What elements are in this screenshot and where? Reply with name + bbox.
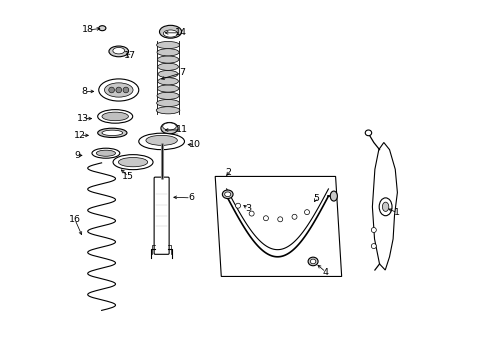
Ellipse shape bbox=[98, 110, 132, 123]
Ellipse shape bbox=[157, 85, 179, 92]
Ellipse shape bbox=[99, 79, 139, 101]
Text: 8: 8 bbox=[81, 87, 87, 96]
Text: 2: 2 bbox=[225, 168, 231, 177]
Ellipse shape bbox=[157, 49, 179, 56]
Ellipse shape bbox=[102, 112, 128, 121]
Ellipse shape bbox=[156, 99, 179, 107]
Ellipse shape bbox=[156, 107, 180, 114]
Circle shape bbox=[116, 87, 122, 93]
Text: 14: 14 bbox=[175, 28, 186, 37]
Ellipse shape bbox=[365, 130, 371, 136]
Circle shape bbox=[370, 244, 376, 249]
Text: 15: 15 bbox=[122, 172, 134, 181]
FancyBboxPatch shape bbox=[154, 177, 169, 254]
Ellipse shape bbox=[156, 41, 179, 49]
Ellipse shape bbox=[157, 78, 178, 85]
Ellipse shape bbox=[222, 190, 233, 199]
Text: 1: 1 bbox=[394, 208, 400, 217]
Ellipse shape bbox=[139, 133, 184, 150]
Text: 18: 18 bbox=[82, 26, 94, 35]
Text: 10: 10 bbox=[189, 140, 201, 149]
Ellipse shape bbox=[118, 157, 147, 167]
Ellipse shape bbox=[310, 259, 315, 264]
Circle shape bbox=[108, 87, 114, 93]
Ellipse shape bbox=[378, 198, 391, 216]
Circle shape bbox=[277, 217, 282, 222]
Circle shape bbox=[235, 203, 240, 208]
Ellipse shape bbox=[98, 128, 127, 138]
Ellipse shape bbox=[382, 202, 388, 211]
Circle shape bbox=[123, 87, 128, 93]
Circle shape bbox=[370, 228, 376, 233]
Text: 9: 9 bbox=[74, 151, 80, 160]
Ellipse shape bbox=[113, 155, 153, 170]
Ellipse shape bbox=[163, 30, 177, 37]
Ellipse shape bbox=[161, 122, 178, 134]
Ellipse shape bbox=[159, 25, 181, 38]
Text: 11: 11 bbox=[176, 126, 187, 135]
Ellipse shape bbox=[307, 257, 317, 266]
Text: 12: 12 bbox=[74, 131, 86, 140]
Text: 5: 5 bbox=[312, 194, 318, 203]
Ellipse shape bbox=[224, 192, 230, 197]
Text: 6: 6 bbox=[187, 193, 194, 202]
Ellipse shape bbox=[109, 46, 128, 57]
Circle shape bbox=[304, 210, 309, 215]
Ellipse shape bbox=[157, 92, 179, 99]
Circle shape bbox=[263, 216, 268, 221]
Ellipse shape bbox=[92, 148, 120, 158]
Ellipse shape bbox=[104, 83, 133, 97]
Text: 4: 4 bbox=[322, 268, 328, 277]
Ellipse shape bbox=[329, 191, 337, 201]
Ellipse shape bbox=[163, 123, 176, 130]
Ellipse shape bbox=[99, 26, 106, 31]
Text: 16: 16 bbox=[69, 215, 81, 224]
Circle shape bbox=[248, 211, 254, 216]
Text: 17: 17 bbox=[123, 51, 135, 60]
Ellipse shape bbox=[157, 56, 179, 63]
Ellipse shape bbox=[102, 130, 122, 135]
Text: 7: 7 bbox=[179, 68, 184, 77]
Ellipse shape bbox=[145, 135, 177, 145]
Ellipse shape bbox=[96, 150, 115, 156]
Ellipse shape bbox=[157, 63, 178, 70]
Ellipse shape bbox=[158, 71, 178, 78]
Circle shape bbox=[291, 214, 296, 219]
Text: 13: 13 bbox=[77, 114, 89, 123]
Ellipse shape bbox=[113, 48, 124, 54]
Text: 3: 3 bbox=[244, 204, 251, 213]
